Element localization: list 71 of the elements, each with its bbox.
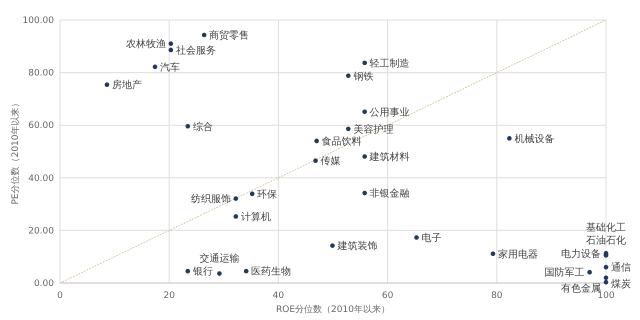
x-axis-title: ROE分位数（2010年以来） (276, 304, 390, 315)
x-tick-label: 80 (491, 291, 503, 301)
point (234, 196, 238, 201)
point (314, 138, 319, 144)
annotation: 计算机 (240, 210, 271, 223)
annotation: 煤炭 (611, 278, 631, 290)
annotation: 房地产 (112, 79, 142, 92)
point (414, 235, 419, 240)
annotation: 通信 (611, 262, 631, 274)
x-tick-label: 20 (163, 291, 176, 301)
annotation: 传媒 (320, 156, 341, 168)
point (604, 264, 608, 270)
annotation: 商贸零售 (209, 29, 250, 42)
annotation: 环保 (257, 189, 278, 200)
point (362, 60, 367, 66)
point (104, 82, 110, 87)
point (490, 252, 496, 256)
x-tick-label: 40 (272, 291, 284, 301)
annotation: 交通运输 (199, 252, 240, 265)
annotation: 国防军工 (544, 266, 585, 279)
point (362, 109, 367, 114)
annotation: 建筑装饰 (336, 240, 378, 252)
point (234, 214, 238, 219)
annotation: 公用事业 (370, 106, 410, 118)
x-tick-label: 60 (382, 291, 394, 301)
annotation: 综合 (192, 120, 213, 133)
y-tick-label: 0.00 (34, 279, 54, 289)
point (313, 158, 318, 164)
point (152, 64, 158, 70)
y-tick-label: 80.00 (28, 68, 54, 79)
point (604, 275, 608, 280)
annotation: 家用电器 (498, 248, 538, 260)
point (507, 136, 512, 141)
annotation: 农林牧渔 (126, 38, 166, 50)
annotation: 银行 (192, 266, 213, 278)
annotation: 电力设备 (561, 248, 601, 260)
annotation: 钢铁 (352, 70, 374, 82)
y-tick-label: 20.00 (28, 226, 54, 236)
annotation: 非银金融 (370, 188, 410, 200)
annotation: 电子 (422, 232, 442, 244)
annotation: 社会服务 (176, 44, 216, 56)
point (217, 271, 222, 276)
y-tick-label: 60.00 (28, 121, 54, 132)
point (587, 270, 592, 275)
point (346, 73, 351, 78)
annotation: 机械设备 (514, 132, 554, 145)
y-tick-label: 100.00 (22, 16, 54, 26)
point (185, 124, 190, 129)
annotation: 纺织服饰 (190, 193, 231, 206)
point (330, 243, 335, 248)
annotation: 轻工制造 (370, 57, 410, 70)
point (250, 192, 254, 196)
point (362, 190, 367, 196)
point (244, 268, 248, 274)
point (168, 48, 174, 52)
annotation: 美容护理 (353, 123, 394, 136)
point (202, 32, 206, 38)
annotation: 汽车 (160, 61, 180, 74)
point (362, 154, 367, 159)
annotation: 基础化工 (586, 222, 626, 234)
x-tick-label: 0 (57, 291, 64, 301)
annotation: 建筑材料 (368, 150, 410, 163)
point (604, 280, 608, 285)
point (185, 268, 190, 274)
y-tick-label: 40.00 (28, 174, 54, 184)
annotation: 食品饮料 (322, 135, 362, 148)
point (168, 41, 174, 46)
annotation: 石油石化 (586, 234, 626, 246)
y-axis-title: PE分位数（2010年以来） (10, 98, 21, 205)
annotation: 医药生物 (251, 266, 292, 278)
point (346, 126, 351, 132)
